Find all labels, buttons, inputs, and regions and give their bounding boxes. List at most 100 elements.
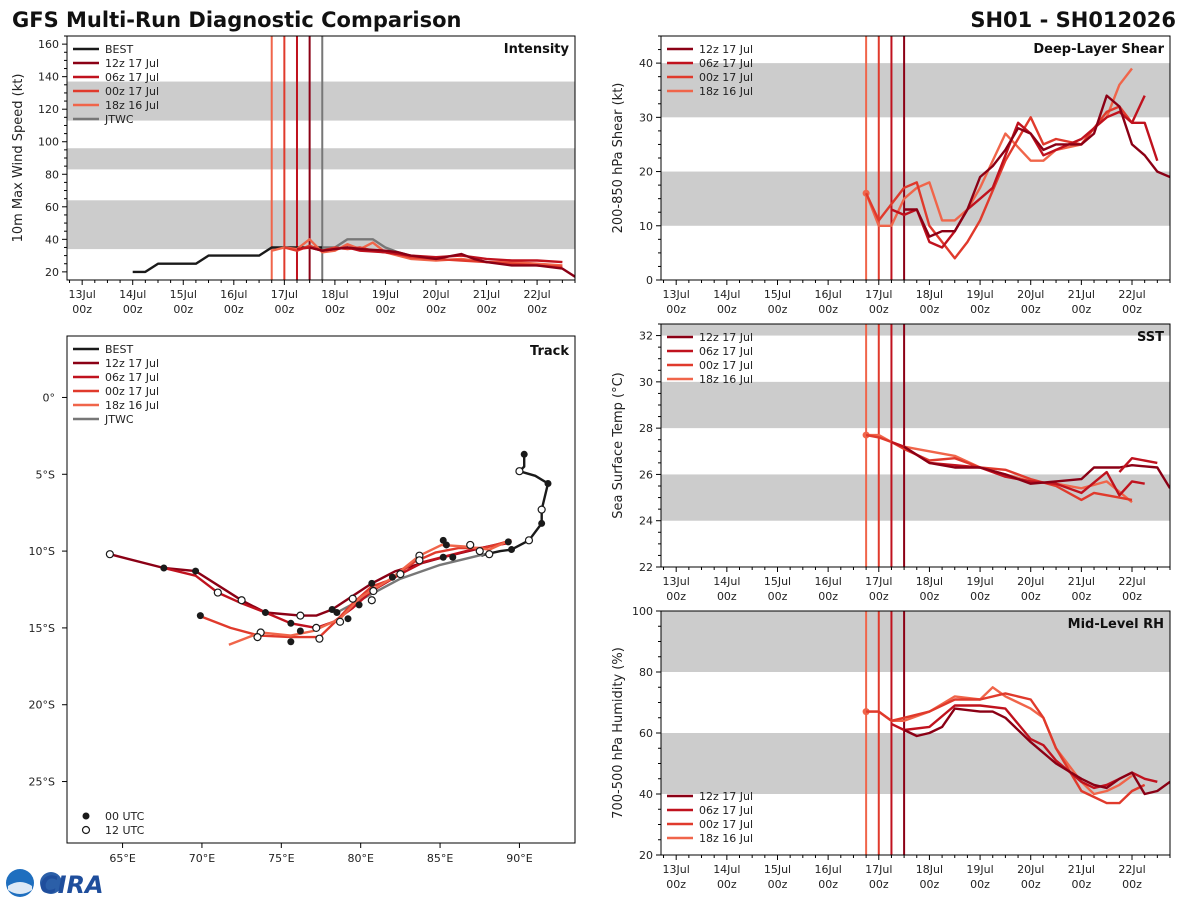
rh-ylabel: 700-500 hPa Humidity (%) — [611, 647, 626, 819]
track-marker-00utc — [160, 564, 168, 572]
rh-xtick-hour: 00z — [717, 878, 737, 891]
rh-xtick-day: 21Jul — [1068, 863, 1095, 876]
track-series-00z-17-jul — [198, 539, 512, 639]
shear-ylabel: 200-850 hPa Shear (kt) — [611, 83, 626, 234]
sst-ylabel: Sea Surface Temp (°C) — [611, 372, 626, 519]
track-plot-area — [105, 450, 552, 646]
rh-ytick-label: 40 — [639, 788, 653, 801]
sst-series-06z-17-jul-b — [1118, 457, 1158, 473]
intensity-xtick-hour: 00z — [426, 303, 446, 316]
intensity-ytick-label: 20 — [45, 266, 59, 279]
intensity-ytick-label: 80 — [45, 168, 59, 181]
track-ytick-label: 15°S — [29, 622, 55, 635]
track-marker-12utc — [312, 623, 321, 633]
rh-ytick-label: 80 — [639, 666, 653, 679]
sst-ytick-label: 30 — [639, 376, 653, 389]
track-ytick-label: 0° — [43, 391, 56, 404]
shear-xtick-hour: 00z — [818, 303, 838, 316]
intensity-legend-label-06z-17-jul: 06z 17 Jul — [105, 71, 159, 84]
track-title: Track — [530, 344, 569, 359]
track-marker-00utc — [388, 573, 396, 581]
rh-band-1 — [661, 611, 1170, 672]
sst-xtick-hour: 00z — [768, 590, 788, 603]
sst-xtick-hour: 00z — [666, 590, 686, 603]
shear-xtick-day: 22Jul — [1118, 288, 1145, 301]
shear-xtick-day: 18Jul — [916, 288, 943, 301]
track-xtick-label: 65°E — [109, 852, 135, 865]
sst-ytick-label: 32 — [639, 330, 653, 343]
figure-title: GFS Multi-Run Diagnostic Comparison — [12, 8, 461, 32]
track-legend-label-00z-17-jul: 00z 17 Jul — [105, 385, 159, 398]
intensity-xtick-hour: 00z — [527, 303, 547, 316]
intensity-xtick-day: 20Jul — [422, 288, 449, 301]
track-marker-12utc — [537, 505, 546, 514]
rh-xtick-day: 19Jul — [966, 863, 993, 876]
sst-frame — [660, 323, 1171, 568]
rh-legend-label-00z-17-jul: 00z 17 Jul — [699, 818, 753, 831]
shear-plot-area — [661, 36, 1170, 280]
track-marker-00utc — [196, 612, 204, 620]
intensity-ytick-label: 60 — [45, 201, 59, 214]
intensity-band-2 — [67, 81, 575, 121]
track-legend-label-best: BEST — [105, 343, 133, 356]
intensity-ytick-label: 120 — [38, 103, 59, 116]
track-marker-00utc — [355, 601, 363, 609]
track-marker-00utc — [287, 638, 295, 646]
track-marker-12utc — [415, 556, 424, 565]
intensity-xtick-day: 14Jul — [119, 288, 146, 301]
shear-xtick-day: 14Jul — [713, 288, 740, 301]
intensity-xtick-day: 22Jul — [523, 288, 550, 301]
sst-xtick-day: 13Jul — [663, 575, 690, 588]
rh-xtick-day: 14Jul — [713, 863, 740, 876]
intensity-series-12z-17-jul — [309, 246, 575, 278]
rh-xtick-hour: 00z — [818, 878, 838, 891]
sst-ytick-label: 22 — [639, 561, 653, 574]
track-marker-12utc — [105, 550, 114, 559]
track-marker-00utc — [368, 579, 376, 587]
sst-xtick-day: 19Jul — [966, 575, 993, 588]
sst-band-1 — [661, 381, 1170, 429]
intensity-ylabel: 10m Max Wind Speed (kt) — [11, 74, 26, 243]
track-marker-12utc — [369, 586, 378, 596]
globe-icon — [40, 872, 62, 894]
intensity-legend-label-18z-16-jul: 18z 16 Jul — [105, 99, 159, 112]
intensity-xtick-hour: 00z — [274, 303, 294, 316]
track-series-best — [480, 454, 550, 557]
shear-xtick-day: 21Jul — [1068, 288, 1095, 301]
track-marker-12utc — [396, 570, 405, 579]
track-marker-12utc — [335, 617, 345, 626]
track-frame — [66, 335, 576, 844]
intensity-xtick-day: 16Jul — [220, 288, 247, 301]
track-marker-00utc — [544, 479, 552, 487]
shear-ytick-label: 40 — [639, 57, 653, 70]
shear-ytick-label: 0 — [646, 274, 653, 287]
shear-xtick-day: 13Jul — [663, 288, 690, 301]
track-marker-12utc — [466, 540, 475, 550]
track-marker-00utc — [333, 609, 341, 617]
track-ytick-label: 10°S — [29, 545, 55, 558]
sst-xtick-day: 21Jul — [1068, 575, 1095, 588]
track-marker-12utc — [253, 633, 262, 642]
track-marker-00utc — [538, 519, 546, 527]
intensity-series-best — [132, 246, 323, 274]
rh-xtick-hour: 00z — [970, 878, 990, 891]
shear-xtick-day: 16Jul — [814, 288, 841, 301]
intensity-plot-area — [67, 36, 575, 280]
track-marker-12utc — [296, 611, 305, 620]
rh-plot-area — [661, 611, 1170, 855]
rh-series-12z-17-jul — [903, 707, 1170, 796]
intensity-band-0 — [67, 200, 575, 250]
rh-legend-label-12z-17-jul: 12z 17 Jul — [699, 790, 753, 803]
shear-series-00z-17-jul — [865, 105, 1133, 260]
track-marker-12utc — [475, 546, 484, 556]
track-ytick-label: 25°S — [29, 776, 55, 789]
intensity-panel: 20 40 60 80 100 120 140 160 13Jul 00z 14Jul 00z 15Ju… — [11, 35, 576, 316]
shear-series-12z-17-jul — [904, 94, 1170, 238]
shear-xtick-hour: 00z — [869, 303, 889, 316]
track-marker-12utc — [367, 596, 376, 605]
track-xtick-label: 70°E — [189, 852, 215, 865]
sst-xtick-hour: 00z — [1021, 590, 1041, 603]
rh-xtick-hour: 00z — [1122, 878, 1142, 891]
track-marker-12utc — [515, 467, 524, 476]
shear-series-06z-17-jul-b — [1132, 121, 1159, 162]
